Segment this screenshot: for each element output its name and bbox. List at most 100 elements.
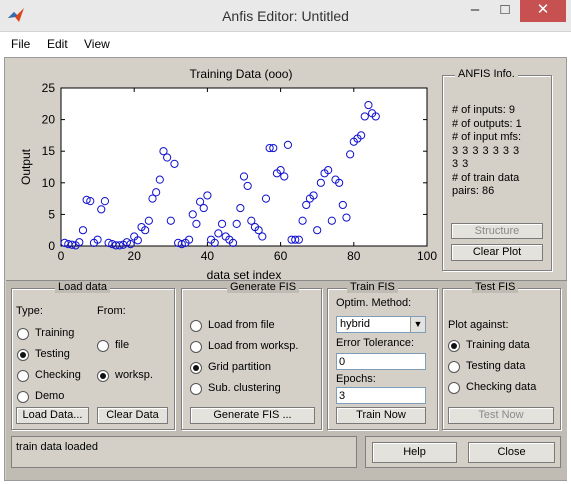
radio-type-testing[interactable] [17,349,29,361]
radio-grid-partition[interactable] [190,362,202,374]
data-point [199,203,208,213]
radio-test-training-data[interactable] [448,340,460,352]
radio-from-file[interactable] [97,340,109,352]
y-tick-label: 10 [42,176,56,190]
structure-button[interactable]: Structure [451,223,543,239]
grid-partition-label: Grid partition [208,361,271,373]
radio-type-demo[interactable] [17,391,29,403]
test-fis-title: Test FIS [472,281,519,293]
maximize-button[interactable]: □ [492,0,518,22]
y-axis: 0 5 10 15 20 25 [42,81,427,253]
window-title: Anfis Editor: Untitled [222,8,349,24]
x-tick-label: 80 [347,249,361,263]
close-button[interactable]: Close [468,442,555,463]
data-point [313,226,322,235]
menu-bar [0,32,571,55]
title-bar[interactable]: Anfis Editor: Untitled – □ ✕ [0,0,571,32]
status-message: train data loaded [11,436,357,468]
generate-fis-panel [181,288,322,430]
data-point [159,147,168,156]
menu-edit[interactable]: Edit [47,37,68,51]
training-data-chart: Training Data (ooo) 0 20 40 60 80 100 0 5 10 15 2… [19,67,437,282]
data-point [232,219,241,228]
error-tolerance-input[interactable]: 0 [336,353,426,370]
data-point [60,238,69,247]
optim-method-value: hybrid [340,318,370,330]
data-point [291,235,300,244]
optim-method-select[interactable]: hybrid ▼ [336,316,426,333]
epochs-label: Epochs: [336,373,376,385]
data-point [115,241,124,250]
data-point [239,172,249,181]
clear-data-button[interactable]: Clear Data [97,407,168,424]
load-data-button[interactable]: Load Data... [16,407,89,424]
data-point [217,219,227,228]
epochs-input[interactable]: 3 [336,387,426,404]
data-point [283,140,293,149]
x-tick-label: 100 [417,249,437,263]
type-label: Type: [16,305,43,317]
data-point [346,150,355,159]
info-line: # of train data [452,171,520,184]
y-tick-label: 20 [42,113,56,127]
from-label: From: [97,305,126,317]
data-point [214,229,223,238]
test-checking-data-label: Checking data [466,381,537,393]
menu-file[interactable]: File [11,37,31,51]
load-from-file-label: Load from file [208,319,275,331]
from-file-label: file [115,339,130,351]
data-point [338,200,347,210]
y-tick-label: 15 [42,144,56,158]
data-point [170,159,179,168]
maximize-icon: □ [500,1,510,18]
close-window-button[interactable]: ✕ [520,0,566,22]
data-point [269,143,278,153]
radio-sub-clustering[interactable] [190,383,202,395]
data-point [360,112,369,121]
data-point [177,240,186,249]
info-line: # of inputs: 9 [452,104,515,116]
clear-plot-button[interactable]: Clear Plot [451,244,543,261]
data-point [152,188,161,197]
sub-clustering-label: Sub. clustering [208,382,281,394]
data-point [327,216,336,225]
y-tick-label: 0 [48,239,55,253]
data-point [78,226,88,235]
radio-test-testing-data[interactable] [448,361,460,373]
x-tick-label: 0 [58,249,65,263]
plot-against-label: Plot against: [448,319,509,331]
type-demo-label: Demo [35,390,65,402]
radio-test-checking-data[interactable] [448,382,460,394]
radio-from-workspace[interactable] [97,370,109,382]
data-point [126,240,135,249]
matlab-logo-icon[interactable] [7,6,25,24]
anfis-info-text: # of inputs: 9 # of outputs: 1 # of inpu… [452,104,548,199]
data-point [133,236,142,245]
radio-type-training[interactable] [17,328,29,340]
radio-type-checking[interactable] [17,370,29,382]
data-point [280,172,289,181]
data-point [335,178,344,187]
data-point [357,131,366,140]
load-from-workspace-label: Load from worksp. [208,340,299,352]
train-now-button[interactable]: Train Now [336,407,426,424]
generate-fis-button[interactable]: Generate FIS ... [190,407,315,424]
minimize-button[interactable]: – [462,0,488,22]
type-checking-label: Checking [35,369,81,381]
data-point [148,194,157,203]
figure-area: Training Data (ooo) 0 20 40 60 80 100 0 5 10 15 2… [4,57,567,481]
data-point [210,238,219,247]
help-button[interactable]: Help [372,442,457,463]
test-training-data-label: Training data [466,339,530,351]
radio-load-from-file[interactable] [190,320,202,332]
data-point [298,216,307,225]
data-point [141,226,150,235]
test-now-button[interactable]: Test Now [448,407,554,424]
radio-load-from-workspace[interactable] [190,341,202,353]
data-point [316,178,325,187]
data-point [75,238,84,247]
chevron-down-icon[interactable]: ▼ [410,317,425,332]
data-point [258,232,267,241]
chart-title: Training Data (ooo) [190,67,293,81]
menu-view[interactable]: View [84,37,110,51]
